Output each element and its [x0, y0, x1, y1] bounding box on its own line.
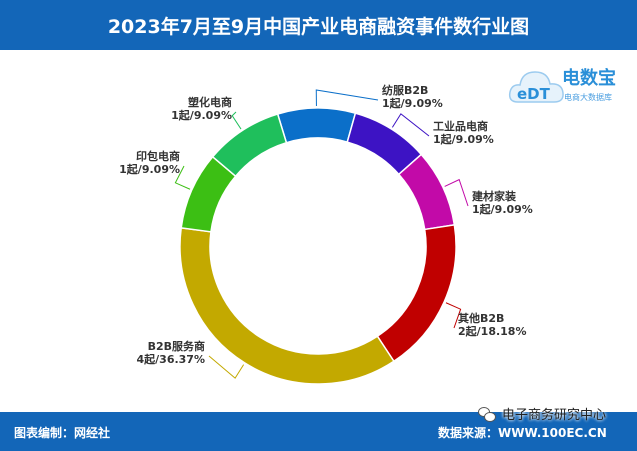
cloud-icon: eDT	[508, 71, 564, 103]
slice-name-label: 其他B2B	[458, 311, 504, 325]
slice-1	[276, 107, 357, 144]
leader-line-4	[445, 302, 462, 329]
leader-line-2	[391, 113, 430, 137]
leader-line-1	[315, 89, 379, 107]
slice-name-label: 塑化电商	[188, 95, 232, 109]
slice-5	[179, 227, 395, 385]
slice-name-label: 纺服B2B	[382, 83, 428, 97]
slice-4	[376, 223, 457, 363]
slice-value-label: 1起/9.09%	[472, 202, 533, 216]
slice-name-label: 建材家装	[472, 189, 516, 203]
slice-7	[211, 113, 288, 178]
donut-chart: 纺服B2B1起/9.09%工业品电商1起/9.09%建材家装1起/9.09%其他…	[119, 83, 533, 385]
chart-title: 2023年7月至9月中国产业电商融资事件数行业图	[0, 0, 637, 50]
slice-value-label: 4起/36.37%	[137, 352, 206, 366]
leader-line-7	[231, 111, 242, 130]
watermark-text: 电子商务研究中心	[502, 408, 607, 423]
slice-value-label: 1起/9.09%	[119, 162, 180, 176]
slice-value-label: 1起/9.09%	[171, 108, 232, 122]
footer-source: 数据来源：WWW.100EC.CN	[438, 426, 607, 440]
slice-value-label: 2起/18.18%	[458, 324, 527, 338]
leader-line-3	[444, 178, 469, 207]
wechat-watermark: 电子商务研究中心	[478, 404, 606, 423]
footer-editor: 图表编制：网经社	[14, 426, 111, 440]
slice-name-label: 工业品电商	[433, 119, 488, 133]
logo-main-text: 电数宝	[562, 68, 616, 89]
slice-value-label: 1起/9.09%	[433, 132, 494, 146]
leader-line-5	[208, 355, 245, 379]
slice-name-label: B2B服务商	[148, 339, 205, 353]
svg-text:eDT: eDT	[517, 85, 551, 103]
leader-line-6	[174, 165, 191, 190]
wechat-icon	[478, 406, 496, 422]
logo-sub-text: 电商大数据库	[564, 93, 612, 102]
chart-area: 纺服B2B 1起/9.09% 工业品电商 1起/9.09% 建材家装 1起/9.09% 其他…	[0, 50, 637, 408]
slice-name-label: 印包电商	[136, 149, 180, 163]
slice-value-label: 1起/9.09%	[382, 96, 443, 110]
edt-logo: eDT 电数宝 电商大数据库	[508, 62, 630, 110]
footer-bar: 图表编制：网经社 数据来源：WWW.100EC.CN	[0, 412, 637, 451]
